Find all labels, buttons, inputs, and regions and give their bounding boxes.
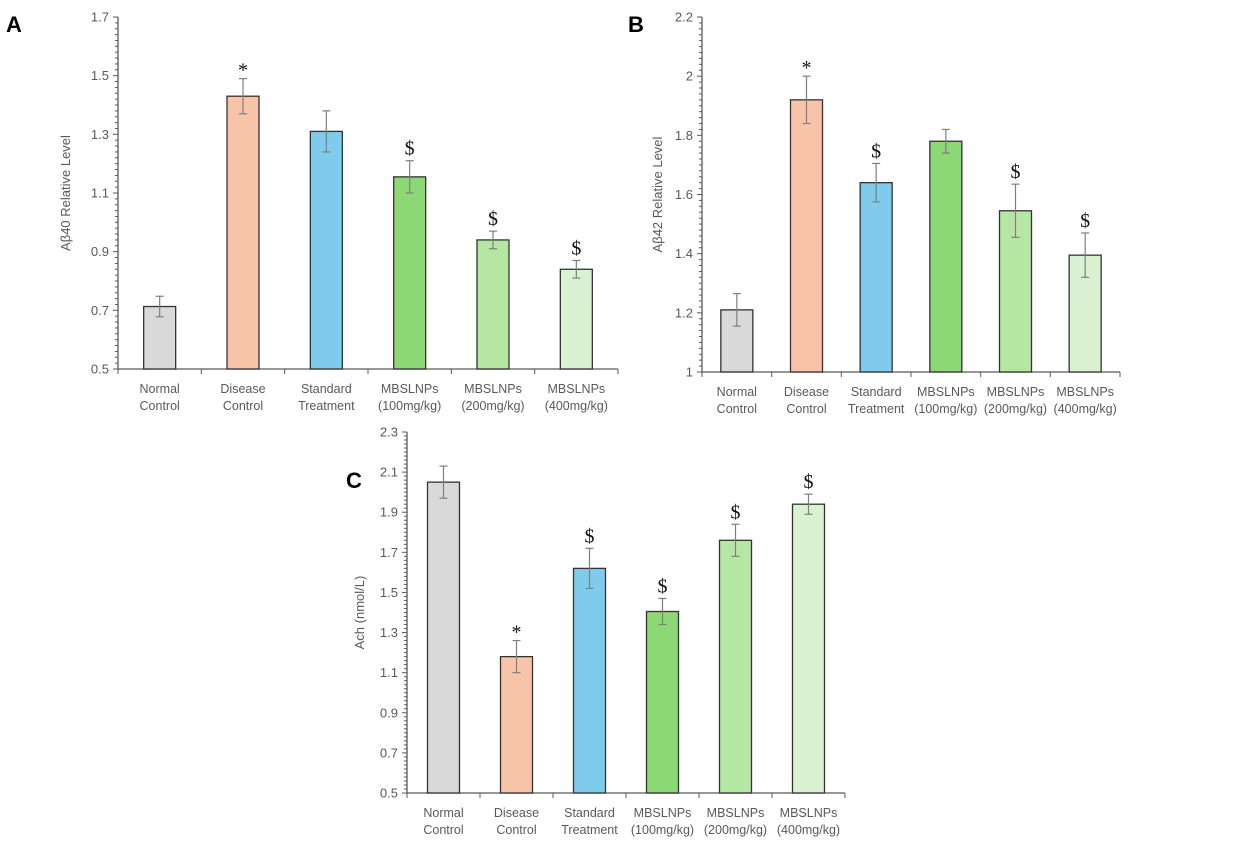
x-category-label: Treatment	[561, 823, 618, 837]
x-category-label: Control	[423, 823, 463, 837]
y-tick-label: 0.5	[91, 362, 109, 377]
y-tick-label: 1.5	[91, 68, 109, 83]
significance-dollar: $	[571, 237, 581, 259]
x-category-label: (100mg/kg)	[631, 823, 694, 837]
bar	[859, 182, 893, 373]
y-tick-label: 2	[686, 69, 693, 84]
significance-dollar: $	[658, 575, 668, 597]
x-category-label: MBSLNPs	[987, 385, 1045, 399]
x-category-label: Treatment	[848, 402, 905, 416]
x-category-label: Standard	[301, 382, 352, 396]
significance-dollar: $	[1080, 210, 1090, 232]
y-tick-label: 1.3	[91, 127, 109, 142]
x-category-label: Control	[786, 402, 826, 416]
y-axis-label: Aβ40 Relative Level	[58, 135, 73, 251]
y-tick-label: 1.6	[675, 187, 693, 202]
x-category-label: Disease	[220, 382, 265, 396]
x-category-label: (200mg/kg)	[461, 399, 524, 413]
panel-b: B 1 1.2 1.4 1.6 1.8 2 2.2 Aβ42 Relative Level Nor…	[628, 10, 1121, 416]
y-tick-label: 1.9	[380, 505, 398, 520]
y-tick-label: 1.2	[675, 305, 693, 320]
y-axis-label: Aβ42 Relative Level	[650, 136, 665, 252]
y-tick-label: 1.1	[380, 665, 398, 680]
significance-dollar: $	[405, 138, 415, 160]
x-category-label: Normal	[717, 385, 757, 399]
y-tick-label: 2.1	[380, 465, 398, 480]
panel-label: C	[346, 468, 362, 493]
x-category-label: Normal	[423, 806, 463, 820]
x-category-label: Disease	[784, 385, 829, 399]
y-tick-label: 0.5	[380, 786, 398, 801]
y-tick-label: 0.9	[380, 705, 398, 720]
significance-dollar: $	[804, 471, 814, 493]
x-category-label: (100mg/kg)	[914, 402, 977, 416]
bar	[559, 268, 593, 370]
x-category-label: Standard	[564, 806, 615, 820]
x-category-label: MBSLNPs	[634, 806, 692, 820]
y-tick-label: 0.7	[380, 745, 398, 760]
x-category-label: Control	[496, 823, 536, 837]
y-axis-label: Ach (nmol/L)	[352, 576, 367, 650]
y-tick-label: 1	[686, 365, 693, 380]
panel-a: A 0.5 0.7 0.9 1.1 1.3 1.5 1.7 Aβ40 Relative Leve…	[6, 10, 619, 413]
significance-dollar: $	[1011, 161, 1021, 183]
y-tick-label: 1.3	[380, 625, 398, 640]
bar	[393, 176, 427, 370]
x-category-label: Normal	[140, 382, 180, 396]
x-category-label: MBSLNPs	[548, 382, 606, 396]
significance-asterisk: *	[512, 622, 522, 644]
x-category-label: Control	[140, 399, 180, 413]
bar	[645, 610, 680, 794]
significance-dollar: $	[871, 140, 881, 162]
x-category-label: MBSLNPs	[707, 806, 765, 820]
y-tick-label: 2.2	[675, 10, 693, 25]
bar	[791, 503, 826, 794]
bar	[426, 481, 461, 794]
x-category-label: Treatment	[298, 399, 355, 413]
y-tick-label: 1.7	[380, 545, 398, 560]
x-category-label: Standard	[851, 385, 902, 399]
bar	[226, 95, 260, 370]
x-category-label: (400mg/kg)	[777, 823, 840, 837]
x-category-label: MBSLNPs	[1056, 385, 1114, 399]
panel-label: B	[628, 12, 644, 37]
y-tick-label: 1.5	[380, 585, 398, 600]
significance-asterisk: *	[238, 60, 248, 82]
y-tick-label: 0.7	[91, 303, 109, 318]
x-category-label: (400mg/kg)	[1054, 402, 1117, 416]
significance-asterisk: *	[802, 57, 812, 79]
y-tick-label: 1.1	[91, 186, 109, 201]
significance-dollar: $	[585, 525, 595, 547]
bar	[309, 130, 343, 370]
y-tick-label: 2.3	[380, 425, 398, 440]
x-category-label: Control	[717, 402, 757, 416]
bar	[789, 99, 824, 373]
y-tick-label: 1.4	[675, 246, 693, 261]
y-tick-label: 0.9	[91, 244, 109, 259]
y-tick-label: 1.8	[675, 128, 693, 143]
x-category-label: Control	[223, 399, 263, 413]
bar	[718, 539, 753, 794]
x-category-label: MBSLNPs	[780, 806, 838, 820]
x-category-label: (200mg/kg)	[984, 402, 1047, 416]
significance-dollar: $	[488, 208, 498, 230]
bar	[929, 140, 963, 373]
bar	[499, 655, 534, 794]
panel-label: A	[6, 12, 22, 37]
significance-dollar: $	[731, 501, 741, 523]
x-category-label: (200mg/kg)	[704, 823, 767, 837]
x-category-label: Disease	[494, 806, 539, 820]
bar	[572, 567, 607, 794]
x-category-label: MBSLNPs	[381, 382, 439, 396]
x-category-label: (400mg/kg)	[545, 399, 608, 413]
x-category-label: MBSLNPs	[464, 382, 522, 396]
x-category-label: MBSLNPs	[917, 385, 975, 399]
panel-c: C 0.5 0.7 0.9 1.1 1.3 1.5 1.7 1.9 2.1 2.3 Ach (nmol…	[346, 425, 846, 837]
x-category-label: (100mg/kg)	[378, 399, 441, 413]
y-tick-label: 1.7	[91, 10, 109, 25]
bar	[476, 239, 510, 370]
